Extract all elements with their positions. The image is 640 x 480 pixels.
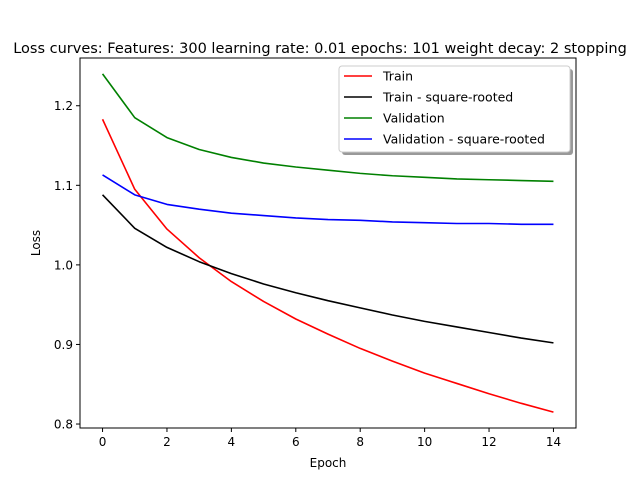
series-line [101,118,554,413]
series-line [101,194,554,344]
legend-label: Validation - square-rooted [383,132,545,147]
y-tick-label: 0.8 [54,418,73,432]
series-line [101,73,554,183]
x-tick-label: 12 [481,435,496,449]
chart-title: Loss curves: Features: 300 learning rate… [13,41,627,57]
plot-area [79,57,577,429]
legend-label: Validation [383,111,445,126]
legend: Train Train - square-rooted Validation Vali… [338,65,573,155]
plot-frame [79,57,577,429]
y-tick-label: 1.0 [54,258,73,272]
legend-box [338,65,571,153]
x-tick-label: 2 [163,435,171,449]
y-tick-label: 0.9 [54,338,73,352]
series-lines [101,73,554,413]
x-tick-label: 4 [228,435,236,449]
y-axis: 0.8 0.9 1.0 1.1 1.2 [54,99,80,432]
x-tick-label: 6 [292,435,300,449]
y-tick-label: 1.2 [54,99,73,113]
x-axis-label: Epoch [310,456,347,470]
x-axis: 0 2 4 6 8 10 12 14 [99,428,561,449]
y-tick-label: 1.1 [54,179,73,193]
y-axis-label: Loss [29,230,43,256]
x-tick-label: 8 [356,435,364,449]
legend-label: Train [382,69,413,84]
x-tick-label: 0 [99,435,107,449]
legend-label: Train - square-rooted [382,90,513,105]
legend-items: Train Train - square-rooted Validation Vali… [344,69,545,147]
x-tick-label: 10 [417,435,432,449]
series-line [102,174,554,226]
x-tick-label: 14 [546,435,561,449]
